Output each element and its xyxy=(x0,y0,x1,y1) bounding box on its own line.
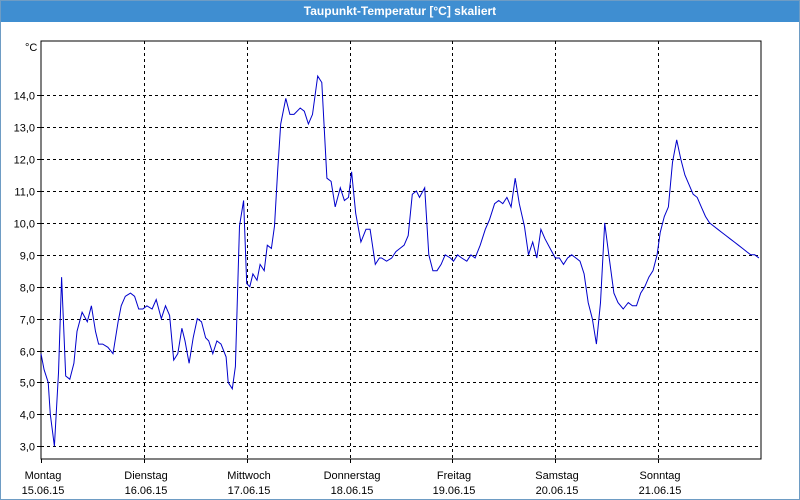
series-line xyxy=(40,74,760,447)
y-tick-label: 14,0 xyxy=(14,91,35,103)
y-tick-label: 5,0 xyxy=(20,378,35,390)
plot-frame xyxy=(40,40,762,460)
y-tick-label: 12,0 xyxy=(14,155,35,167)
y-tick-label: 13,0 xyxy=(14,123,35,135)
x-tick-day-label: Samstag xyxy=(535,470,578,482)
x-tick-date-label: 20.06.15 xyxy=(536,485,579,497)
x-tick-date-label: 17.06.15 xyxy=(228,485,271,497)
y-axis-unit-label: °C xyxy=(25,42,37,54)
x-tick-day-label: Freitag xyxy=(437,470,471,482)
x-tick-day-label: Dienstag xyxy=(124,470,167,482)
x-tick-day-label: Sonntag xyxy=(640,470,681,482)
x-tick-date-label: 15.06.15 xyxy=(22,485,65,497)
y-tick-label: 7,0 xyxy=(20,315,35,327)
x-tick-date-label: 21.06.15 xyxy=(639,485,682,497)
window-title: Taupunkt-Temperatur [°C] skaliert xyxy=(1,1,799,22)
x-tick-day-label: Montag xyxy=(25,470,62,482)
y-tick-label: 11,0 xyxy=(14,187,35,199)
y-tick-label: 6,0 xyxy=(20,347,35,359)
y-tick-label: 8,0 xyxy=(20,283,35,295)
x-tick-date-label: 16.06.15 xyxy=(125,485,168,497)
y-tick-label: 9,0 xyxy=(20,251,35,263)
y-tick-label: 4,0 xyxy=(20,410,35,422)
x-tick-day-label: Donnerstag xyxy=(324,470,381,482)
x-tick-date-label: 19.06.15 xyxy=(433,485,476,497)
y-tick-label: 3,0 xyxy=(20,442,35,454)
x-tick-date-label: 18.06.15 xyxy=(331,485,374,497)
x-tick-day-label: Mittwoch xyxy=(227,470,270,482)
y-tick-label: 10,0 xyxy=(14,219,35,231)
